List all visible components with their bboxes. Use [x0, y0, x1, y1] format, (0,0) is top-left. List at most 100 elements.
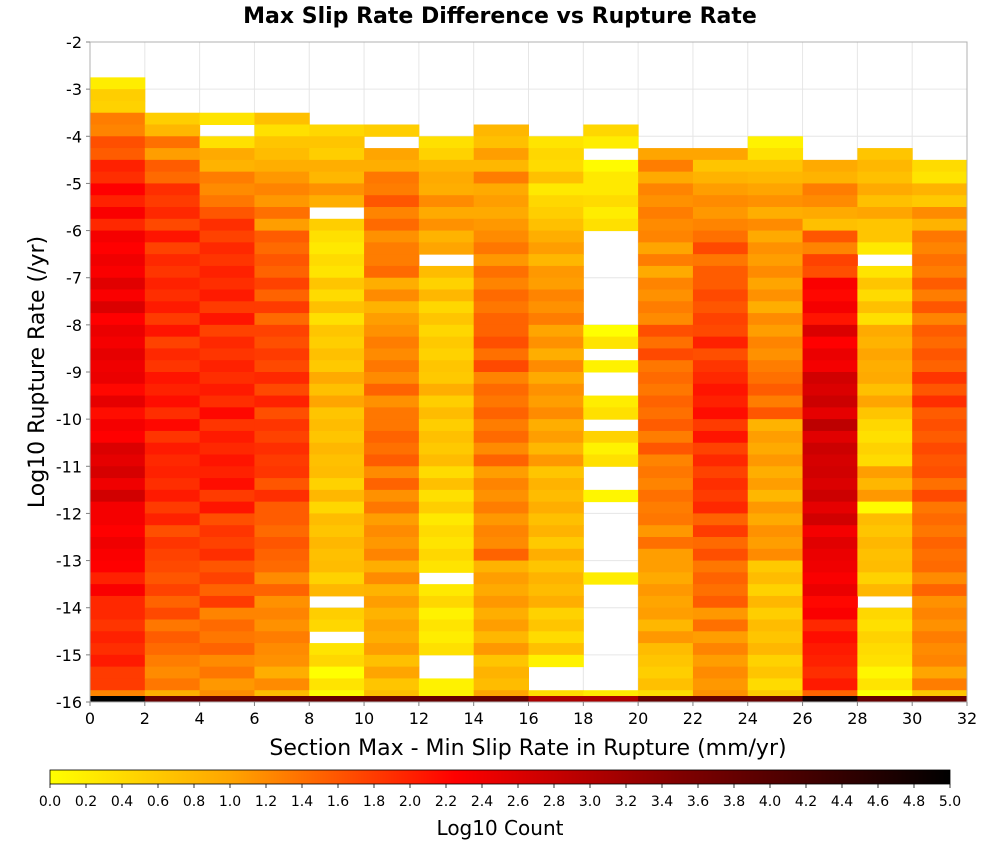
heatmap-cell	[638, 242, 694, 255]
heatmap-cell	[692, 207, 749, 220]
heatmap-cell	[528, 537, 584, 550]
heatmap-cell	[473, 324, 529, 338]
heatmap-cell	[857, 324, 913, 338]
heatmap-cell	[583, 195, 639, 208]
heatmap-cell	[638, 584, 694, 597]
heatmap-cell	[90, 466, 146, 479]
heatmap-cell	[912, 678, 968, 691]
heatmap-cell	[912, 336, 968, 349]
heatmap-cell	[364, 124, 420, 137]
heatmap-cell	[364, 171, 420, 184]
heatmap-cell	[747, 595, 804, 609]
heatmap-cell	[857, 548, 913, 562]
heatmap-cell	[144, 407, 201, 420]
heatmap-cell	[747, 654, 804, 668]
heatmap-cell	[309, 466, 365, 479]
colorbar-label: Log10 Count	[437, 816, 564, 840]
heatmap-cell	[199, 148, 255, 161]
heatmap-cell	[747, 478, 804, 491]
heatmap-cell	[144, 454, 201, 467]
heatmap-cell	[857, 454, 913, 467]
heatmap-cell	[309, 230, 365, 243]
heatmap-cell	[473, 678, 529, 691]
heatmap-cell	[747, 537, 804, 550]
y-tick-label: -12	[56, 504, 82, 523]
heatmap-cell	[364, 148, 420, 161]
heatmap-cell	[638, 666, 694, 679]
heatmap-cell	[473, 513, 529, 526]
heatmap-cell	[90, 395, 146, 408]
heatmap-cell	[638, 360, 694, 373]
heatmap-cell	[692, 348, 749, 361]
colorbar-tick-label: 3.6	[687, 794, 709, 810]
heatmap-cell	[144, 654, 201, 668]
heatmap-cell	[364, 654, 420, 668]
heatmap-cell	[528, 254, 584, 267]
heatmap-cell	[364, 513, 420, 526]
heatmap-cell	[364, 631, 420, 644]
heatmap-cell	[254, 607, 310, 620]
heatmap-cell	[418, 501, 475, 514]
heatmap-cell	[309, 360, 365, 373]
heatmap-cell-bottom	[638, 696, 694, 702]
heatmap-cell	[638, 619, 694, 632]
heatmap-cell	[528, 442, 584, 455]
heatmap-cell	[802, 336, 858, 349]
heatmap-cell	[254, 265, 310, 279]
heatmap-cell	[199, 265, 255, 279]
heatmap-cell-bottom	[692, 696, 749, 702]
heatmap-cell	[418, 159, 475, 173]
heatmap-cell	[638, 289, 694, 302]
heatmap-cell	[254, 466, 310, 479]
heatmap-cell	[199, 678, 255, 691]
x-axis-ticks: 0 2 4 6 8 10 12 14 16 18 20 22 24 26 28 30 32	[85, 702, 977, 728]
heatmap-cell	[802, 265, 858, 279]
heatmap-cell	[747, 501, 804, 514]
heatmap-cell	[90, 678, 146, 691]
heatmap-cell	[692, 478, 749, 491]
heatmap-cell	[857, 478, 913, 491]
heatmap-cell	[473, 631, 529, 644]
heatmap-cell	[144, 148, 201, 161]
heatmap-cell	[309, 442, 365, 455]
heatmap-cell	[802, 218, 858, 232]
heatmap-cell	[692, 666, 749, 679]
heatmap-cell	[802, 607, 858, 620]
heatmap-cell	[90, 548, 146, 562]
heatmap-cell	[912, 454, 968, 467]
heatmap-cell	[309, 643, 365, 656]
y-tick-label: -9	[66, 363, 82, 382]
heatmap-cell	[90, 77, 146, 90]
heatmap-cell	[364, 607, 420, 620]
heatmap-cell	[473, 348, 529, 361]
heatmap-cell	[692, 537, 749, 550]
heatmap-cell	[254, 489, 310, 503]
heatmap-cell	[90, 560, 146, 573]
heatmap-cell	[857, 313, 913, 326]
heatmap-cell	[309, 525, 365, 538]
heatmap-cell	[90, 619, 146, 632]
colorbar-tick-label: 4.0	[759, 794, 781, 810]
heatmap-cell	[802, 525, 858, 538]
heatmap-cell	[802, 595, 858, 609]
heatmap-cell	[747, 407, 804, 420]
heatmap-cell	[692, 324, 749, 338]
heatmap-cell	[692, 489, 749, 503]
heatmap-cell	[309, 407, 365, 420]
heatmap-cell	[692, 265, 749, 279]
heatmap-cell	[254, 195, 310, 208]
heatmap-cell	[199, 619, 255, 632]
y-tick-label: -8	[66, 316, 82, 335]
heatmap-cell	[638, 207, 694, 220]
y-tick-label: -10	[56, 410, 82, 429]
heatmap-cell	[144, 584, 201, 597]
heatmap-cell	[528, 336, 584, 349]
heatmap-cell	[144, 537, 201, 550]
chart-title: Max Slip Rate Difference vs Rupture Rate	[243, 4, 757, 29]
heatmap-cell	[254, 407, 310, 420]
heatmap-cell	[199, 595, 255, 609]
heatmap-cell	[857, 619, 913, 632]
heatmap-cell	[638, 513, 694, 526]
heatmap-cell	[692, 336, 749, 349]
heatmap-cell-bottom	[912, 696, 968, 702]
